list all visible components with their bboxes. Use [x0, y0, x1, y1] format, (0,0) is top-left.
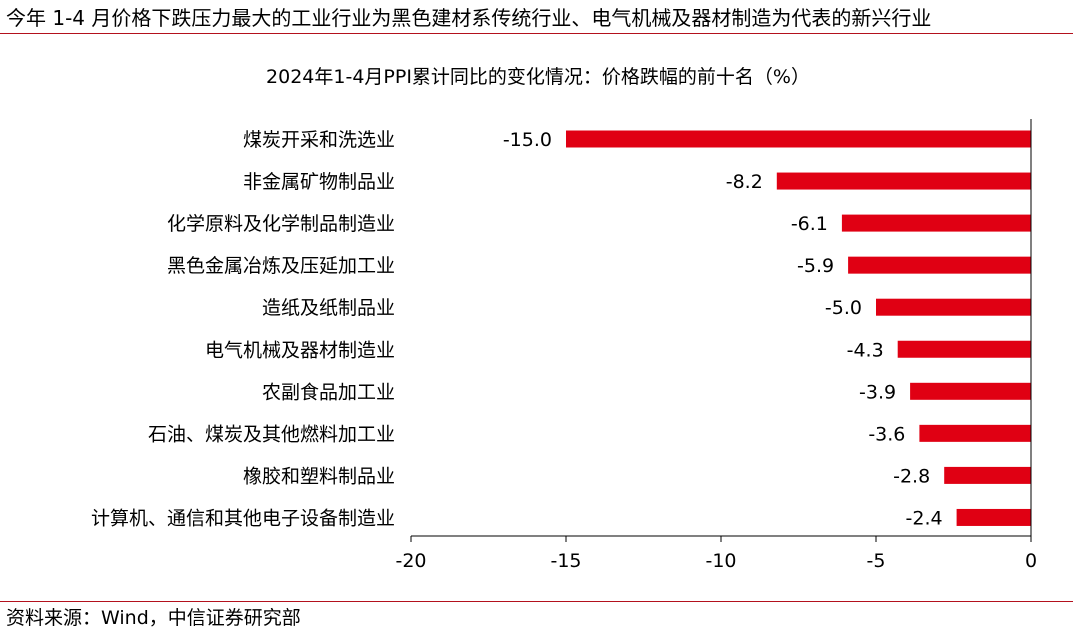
data-label-7: -3.9: [859, 381, 896, 403]
bar-9: [944, 466, 1031, 484]
bar-1: [566, 130, 1031, 148]
bar-8: [919, 424, 1031, 442]
category-label-2: 非金属矿物制品业: [243, 171, 395, 193]
bar-7: [910, 382, 1031, 400]
data-label-5: -5.0: [825, 297, 862, 319]
data-label-4: -5.9: [797, 255, 834, 277]
bar-10: [956, 508, 1031, 526]
header-divider: [0, 33, 1073, 34]
data-label-9: -2.8: [893, 465, 930, 487]
x-tick-label-1: -20: [395, 550, 426, 572]
x-tick-label-4: -5: [867, 550, 886, 572]
category-label-4: 黑色金属冶炼及压延加工业: [167, 255, 395, 277]
data-label-6: -4.3: [847, 339, 884, 361]
category-label-3: 化学原料及化学制品制造业: [167, 213, 395, 235]
chart-title: 2024年1-4月PPI累计同比的变化情况：价格跌幅的前十名（%）: [266, 66, 810, 88]
report-header: 今年 1-4 月价格下跌压力最大的工业行业为黑色建材系传统行业、电气机械及器材制…: [6, 6, 932, 30]
category-label-5: 造纸及纸制品业: [262, 297, 395, 319]
footer-divider: [0, 601, 1073, 602]
category-label-6: 电气机械及器材制造业: [205, 339, 395, 361]
bar-4: [848, 256, 1031, 274]
x-axis: -20 -15 -10 -5 0: [395, 119, 1037, 572]
category-label-8: 石油、煤炭及其他燃料加工业: [148, 423, 395, 445]
bar-5: [876, 298, 1031, 316]
category-label-7: 农副食品加工业: [262, 381, 395, 403]
data-label-3: -6.1: [791, 213, 828, 235]
source-note: 资料来源：Wind，中信证券研究部: [6, 607, 301, 629]
bar-2: [776, 172, 1031, 190]
bar-3: [841, 214, 1031, 232]
data-label-8: -3.6: [868, 423, 905, 445]
bar-6: [897, 340, 1031, 358]
data-label-10: -2.4: [906, 507, 943, 529]
data-label-2: -8.2: [726, 171, 763, 193]
x-tick-label-5: 0: [1025, 550, 1037, 572]
category-label-1: 煤炭开采和洗选业: [243, 129, 395, 151]
data-label-1: -15.0: [503, 129, 552, 151]
category-label-10: 计算机、通信和其他电子设备制造业: [91, 507, 395, 529]
category-label-9: 橡胶和塑料制品业: [243, 465, 395, 487]
x-tick-label-2: -15: [550, 550, 581, 572]
bars-group: -15.0 煤炭开采和洗选业 -8.2 非金属矿物制品业 -6.1 化学原料及化学制品制造…: [91, 129, 1031, 529]
x-tick-label-3: -10: [705, 550, 736, 572]
